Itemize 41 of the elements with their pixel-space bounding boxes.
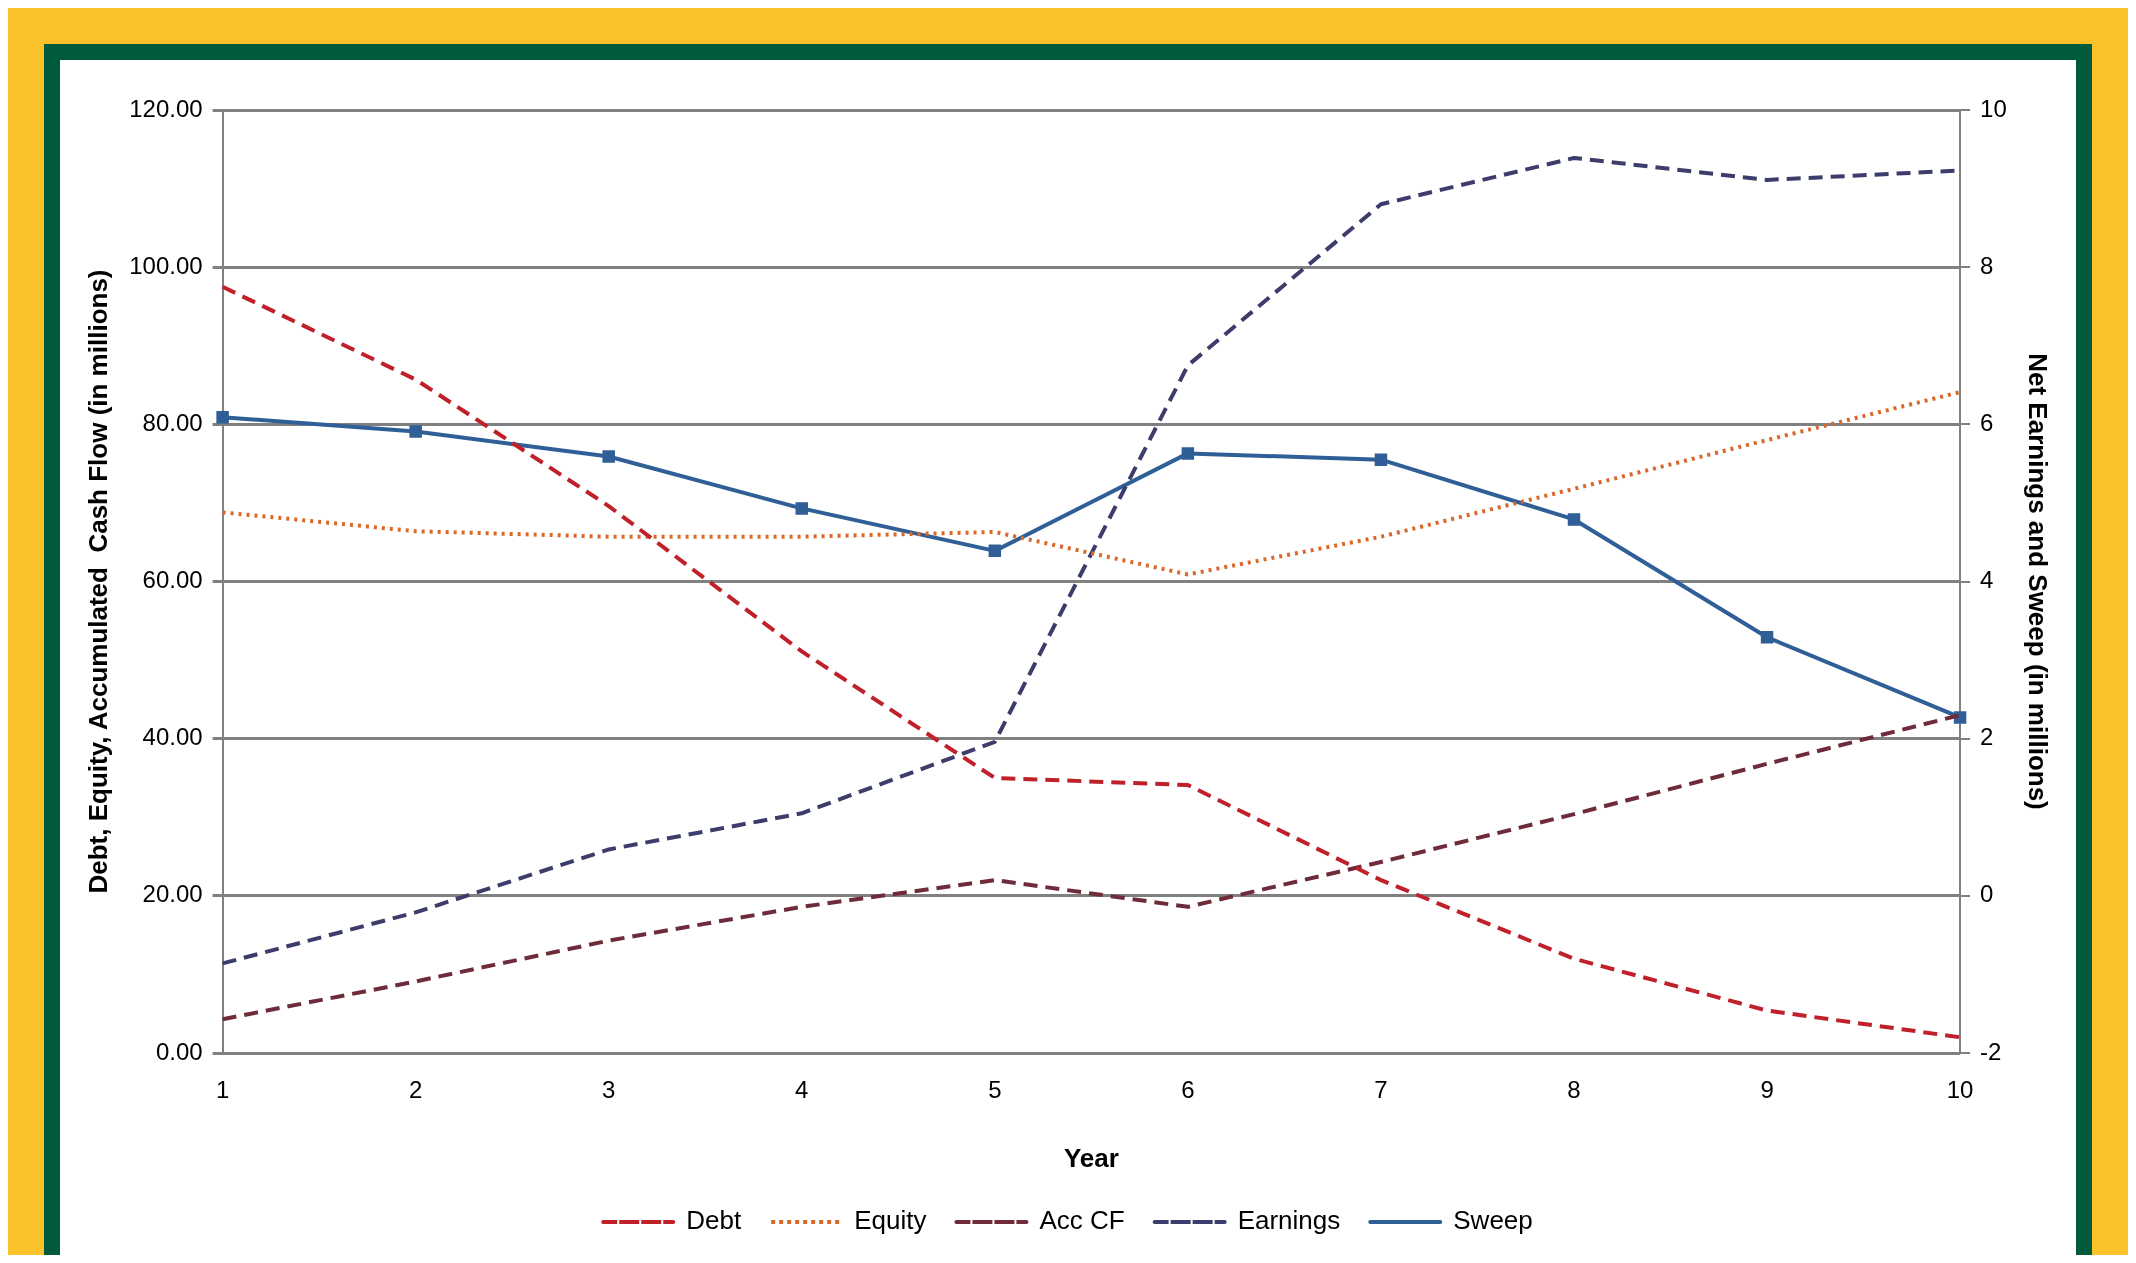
legend-label: Earnings [1237,1205,1341,1236]
y2-tick-label: 2 [1980,723,1994,751]
x-tick-label: 6 [1181,1076,1195,1104]
y-tick-label: 80.00 [142,408,203,436]
x-tick-label: 10 [1946,1076,1974,1104]
x-tick-label: 4 [795,1076,809,1104]
point [409,425,422,438]
point [1181,447,1195,460]
x-tick-label: 2 [408,1076,423,1104]
y2-tick-label: 6 [1980,408,1994,436]
legend-label: Acc CF [1039,1205,1125,1236]
x-tick-label: 3 [602,1076,616,1104]
y-tick-label: 20.00 [142,880,203,908]
y-tick-label: 100.00 [129,251,203,279]
x-tick-label: 9 [1760,1076,1774,1104]
point [216,411,229,424]
y-tick-label: 40.00 [142,723,203,751]
point [988,544,1002,558]
x-tick-label: 5 [988,1076,1002,1104]
point [795,502,809,515]
x-axis-title: Year [1063,1142,1119,1173]
x-tick-label: 8 [1567,1076,1581,1104]
y-tick-label: 0.00 [155,1037,203,1065]
legend-label: Debt [686,1205,742,1236]
y2-tick-label: 10 [1980,94,2007,122]
y2-tick-label: 0 [1980,880,1994,908]
y-tick-label: 60.00 [142,566,203,594]
y2-tick-label: 4 [1980,566,1994,594]
y-axis-title: Debt, Equity, Accumulated Cash Flow (in millions) [82,269,113,894]
legend-label: Sweep [1453,1205,1533,1236]
x-tick-label: 1 [215,1076,230,1104]
y2-axis-title: Net Earnings and Sweep (in millions) [2023,353,2054,810]
y2-tick-label: -2 [1980,1037,2002,1065]
point [1760,631,1774,644]
y2-tick-label: 8 [1980,251,1994,279]
y-tick-label: 120.00 [129,94,203,122]
point [602,450,615,463]
point [1374,453,1388,466]
legend-label: Equity [854,1205,927,1236]
x-tick-label: 7 [1374,1076,1388,1104]
point [1567,513,1581,526]
